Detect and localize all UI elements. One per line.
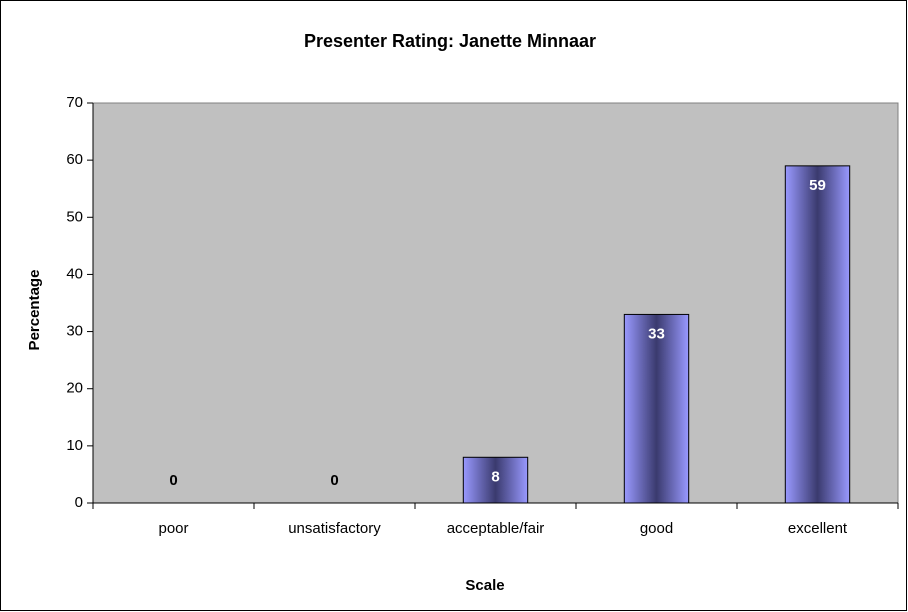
bar bbox=[784, 165, 851, 504]
bar bbox=[462, 456, 529, 504]
y-tick-label: 40 bbox=[66, 265, 83, 282]
chart-title: Presenter Rating: Janette Minnaar bbox=[304, 31, 596, 51]
value-label: 8 bbox=[491, 468, 499, 485]
x-tick-label: excellent bbox=[788, 520, 848, 537]
plot-area bbox=[92, 102, 899, 504]
x-tick-label: unsatisfactory bbox=[288, 520, 381, 537]
y-tick-label: 0 bbox=[75, 494, 83, 511]
value-label: 0 bbox=[169, 472, 177, 489]
y-tick-label: 60 bbox=[66, 151, 83, 168]
x-tick-label: poor bbox=[158, 520, 188, 537]
y-axis-title: Percentage bbox=[26, 270, 43, 351]
x-axis-title: Scale bbox=[465, 577, 504, 594]
y-tick-label: 50 bbox=[66, 208, 83, 225]
y-tick-label: 20 bbox=[66, 380, 83, 397]
y-tick-label: 70 bbox=[66, 94, 83, 111]
value-label: 59 bbox=[809, 177, 826, 194]
value-label: 33 bbox=[648, 325, 665, 342]
y-tick-label: 30 bbox=[66, 323, 83, 340]
x-tick-label: good bbox=[640, 520, 673, 537]
bar bbox=[623, 313, 690, 504]
y-tick-label: 10 bbox=[66, 437, 83, 454]
x-tick-label: acceptable/fair bbox=[447, 520, 545, 537]
value-label: 0 bbox=[330, 472, 338, 489]
